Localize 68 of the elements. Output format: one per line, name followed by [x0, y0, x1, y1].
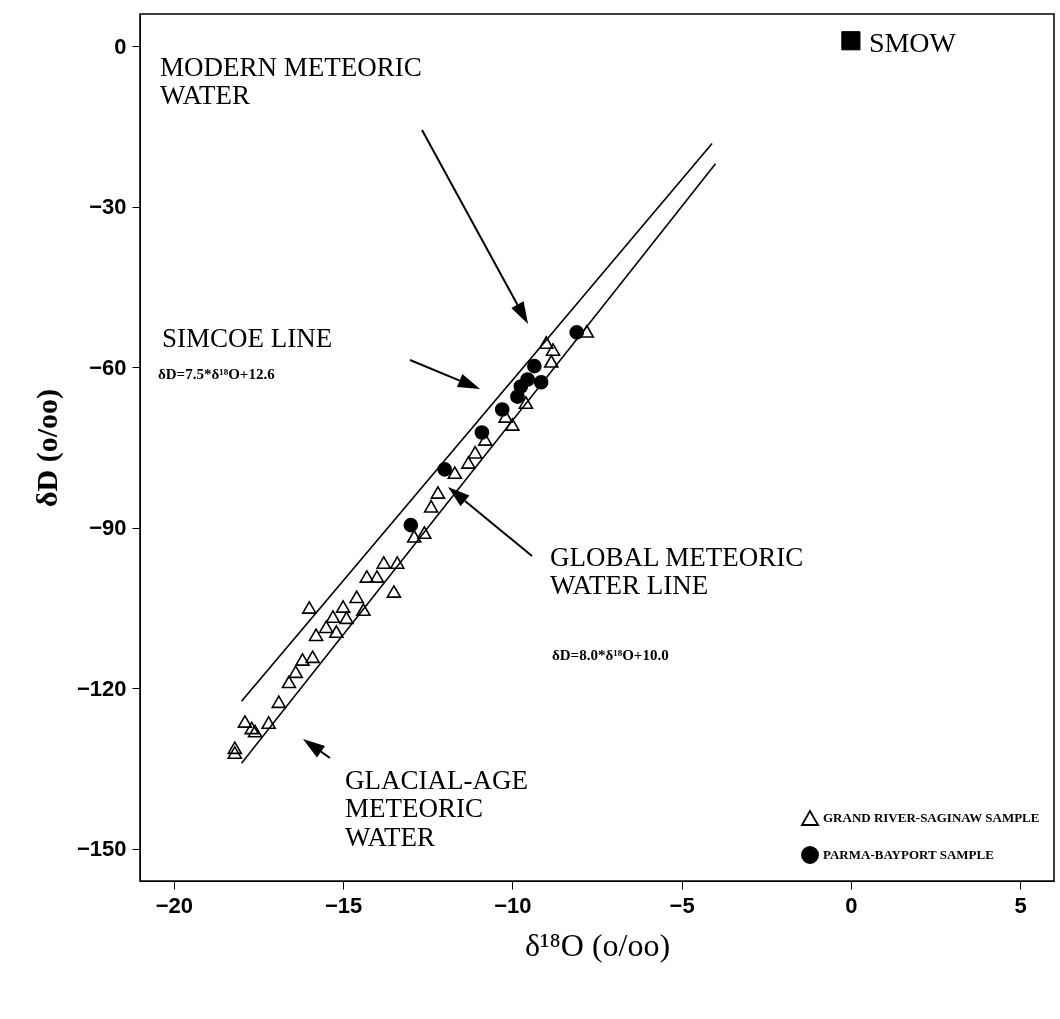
- point: [318, 620, 334, 634]
- point: [533, 374, 549, 390]
- point: [417, 526, 432, 540]
- annotation: δD=7.5*δ¹⁸O+12.6: [158, 366, 276, 382]
- point: [349, 590, 364, 604]
- point: [543, 354, 559, 368]
- y-tick-label: 0: [114, 33, 127, 59]
- annotation: GLACIAL-AGE METEORIC WATER: [345, 765, 528, 852]
- point: [545, 343, 561, 357]
- point: [308, 628, 324, 642]
- point: [386, 585, 402, 598]
- point: [369, 570, 385, 583]
- point: [325, 610, 341, 624]
- point: [301, 601, 317, 614]
- point: [389, 556, 405, 570]
- point: [288, 665, 304, 679]
- x-tick-label: −5: [669, 892, 695, 918]
- legend-label: GRAND RIVER-SAGINAW SAMPLE: [823, 810, 1040, 825]
- x-tick-label: 0: [845, 892, 858, 918]
- point: [447, 466, 463, 480]
- x-axis-title: δ¹⁸O (o/oo): [524, 926, 671, 963]
- point: [841, 31, 861, 51]
- point: [329, 625, 344, 639]
- annotation: MODERN METEORIC WATER: [160, 52, 422, 111]
- point: [569, 325, 585, 340]
- point: [295, 652, 310, 666]
- point: [227, 746, 243, 759]
- point: [237, 715, 253, 728]
- y-tick-label: −90: [89, 515, 127, 541]
- point: [494, 402, 510, 417]
- y-tick-label: −30: [89, 194, 127, 220]
- y-tick-label: −150: [76, 836, 127, 862]
- y-axis-title: δD (o/oo): [29, 388, 64, 508]
- point: [423, 499, 439, 513]
- point: [461, 456, 476, 469]
- point: [356, 603, 371, 617]
- point: [437, 462, 452, 477]
- point: [403, 517, 419, 533]
- point: [406, 529, 422, 543]
- point: [271, 695, 287, 709]
- x-tick-label: 5: [1014, 892, 1027, 918]
- annotation: δD=8.0*δ¹⁸O+10.0: [552, 647, 669, 663]
- x-tick-label: −10: [494, 892, 532, 918]
- point: [359, 570, 375, 583]
- annotation: GLOBAL METEORIC WATER LINE: [550, 542, 804, 601]
- point: [474, 425, 490, 440]
- point: [579, 324, 595, 338]
- point: [335, 600, 351, 613]
- x-tick-label: −15: [324, 892, 363, 918]
- point: [227, 741, 243, 755]
- y-tick-label: −60: [89, 354, 127, 380]
- point: [261, 716, 276, 730]
- point: [505, 418, 520, 431]
- annotation: SIMCOE LINE: [162, 323, 333, 353]
- series-label: SMOW: [868, 26, 957, 58]
- x-tick-label: −20: [155, 892, 194, 918]
- point: [527, 358, 542, 374]
- point: [518, 396, 534, 409]
- point: [339, 611, 354, 625]
- point: [467, 445, 483, 459]
- y-tick-label: −120: [76, 675, 127, 701]
- point: [376, 556, 392, 570]
- point: [538, 336, 554, 350]
- legend-label: PARMA-BAYPORT SAMPLE: [823, 847, 994, 862]
- point: [513, 379, 529, 394]
- point: [430, 486, 446, 499]
- point: [305, 650, 320, 664]
- point: [281, 675, 297, 689]
